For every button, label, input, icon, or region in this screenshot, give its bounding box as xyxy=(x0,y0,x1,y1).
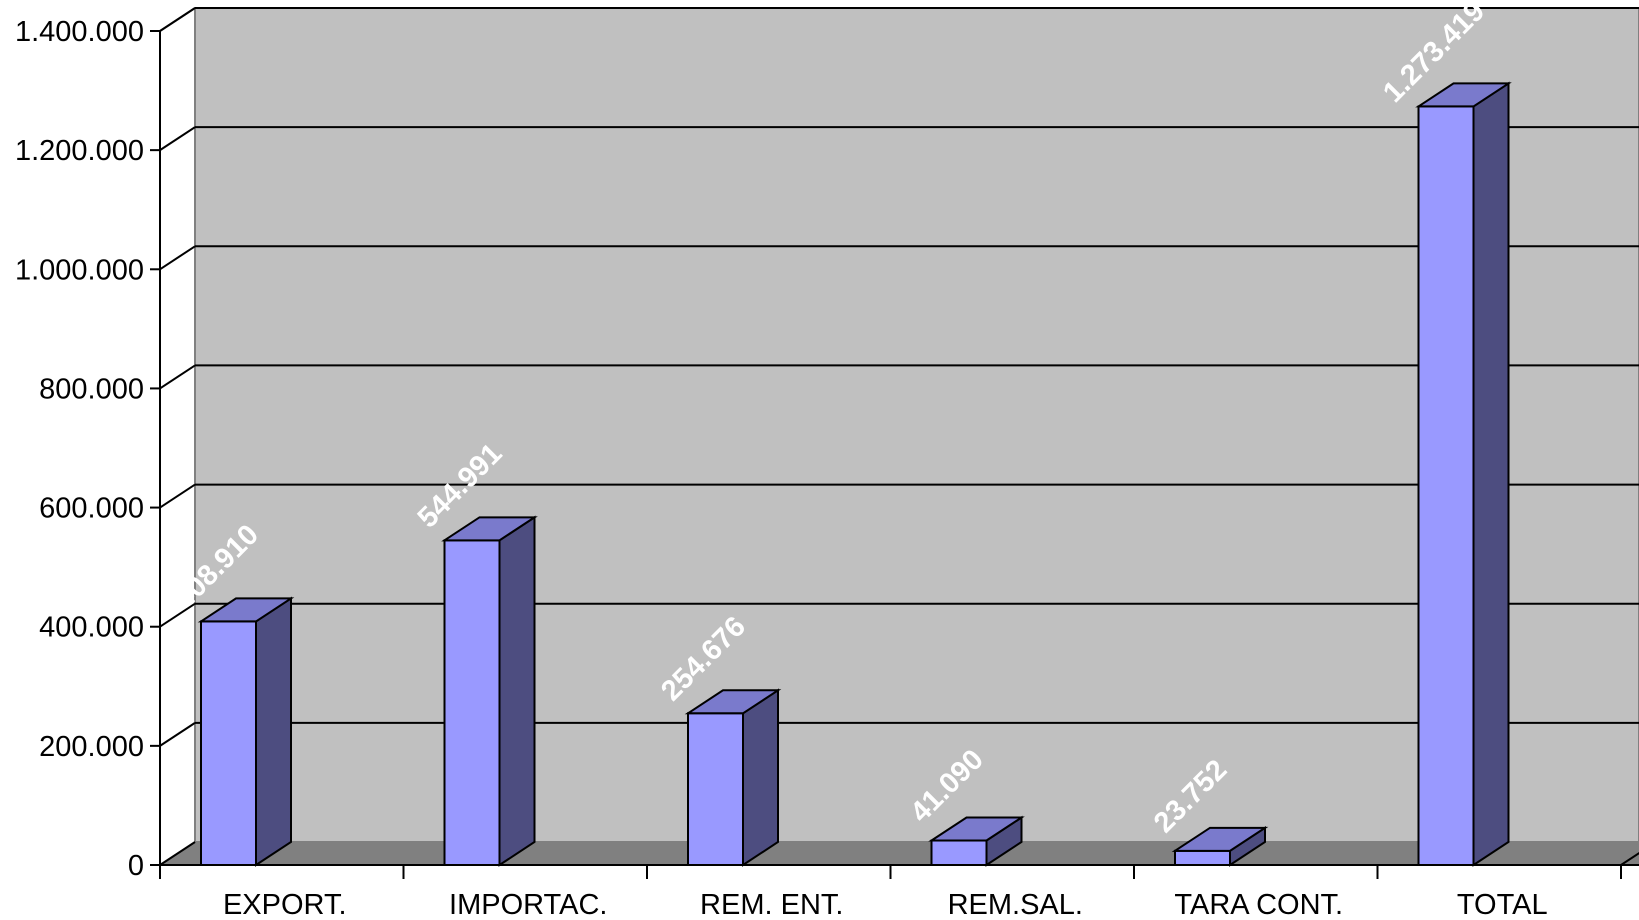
bar-top xyxy=(441,516,538,542)
x-tick-label: TOTAL xyxy=(1457,889,1548,920)
x-tick-label: TARA CONT. xyxy=(1174,889,1343,920)
bar-front xyxy=(443,539,501,866)
bars xyxy=(197,81,1512,867)
y-tick-label: 600.000 xyxy=(39,493,144,525)
x-tick-label: IMPORTAC. xyxy=(449,889,607,920)
gridline-side xyxy=(159,364,196,390)
back-wall xyxy=(194,7,1639,843)
bar xyxy=(928,815,1025,867)
gridline-side xyxy=(159,722,196,747)
bar-top xyxy=(1415,82,1512,108)
gridline-side xyxy=(159,245,196,271)
bar-front xyxy=(1174,849,1231,866)
bar-top xyxy=(197,597,295,623)
bar xyxy=(1415,81,1512,867)
gridline-side xyxy=(159,841,196,866)
gridline-side xyxy=(159,602,196,628)
bar-front xyxy=(200,620,257,867)
bar-side xyxy=(742,688,779,867)
bar-side xyxy=(255,596,292,867)
y-tick-label: 1.200.000 xyxy=(15,135,144,167)
y-tick-label: 0 xyxy=(128,850,144,882)
bar xyxy=(197,596,295,867)
y-tick-label: 400.000 xyxy=(39,612,144,644)
y-tick-label: 1.000.000 xyxy=(15,254,144,286)
floor xyxy=(160,842,1639,865)
bar-top xyxy=(928,816,1025,842)
gridline-side xyxy=(159,126,196,151)
axes xyxy=(150,30,1639,879)
y-tick-label: 800.000 xyxy=(39,373,144,405)
x-tick-label: EXPORT. xyxy=(223,889,347,920)
x-tick-label: REM. ENT. xyxy=(700,889,843,920)
gridlines xyxy=(159,7,1639,866)
bar-top xyxy=(1171,826,1269,852)
y-tick-label: 200.000 xyxy=(39,731,144,763)
bar xyxy=(441,515,538,867)
bar xyxy=(684,688,782,867)
bar-front xyxy=(1417,105,1475,866)
x-tick-label: REM.SAL. xyxy=(948,889,1083,920)
gridline-side xyxy=(159,7,196,32)
bar-top xyxy=(684,689,782,715)
y-tick-label: 1.400.000 xyxy=(15,16,144,48)
bar-front xyxy=(930,839,988,866)
bar-front xyxy=(687,712,744,867)
plot-area xyxy=(159,7,1639,865)
bar xyxy=(1171,825,1269,867)
bar-side xyxy=(1472,81,1510,867)
gridline-side xyxy=(159,483,196,509)
bar-side xyxy=(498,515,536,867)
